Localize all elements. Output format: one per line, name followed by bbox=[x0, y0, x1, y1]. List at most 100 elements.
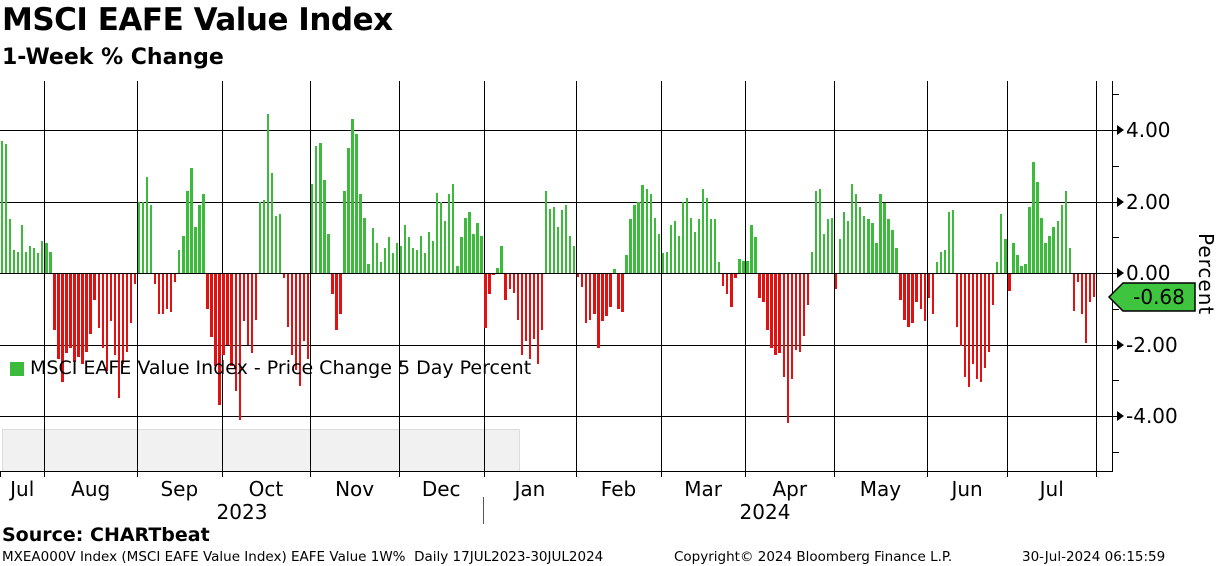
legend-label: MSCI EAFE Value Index - Price Change 5 D… bbox=[30, 357, 532, 379]
bar bbox=[572, 246, 576, 273]
bar bbox=[77, 273, 80, 357]
y-tick-arrow bbox=[1117, 268, 1124, 278]
bar bbox=[568, 235, 572, 273]
page-title: MSCI EAFE Value Index bbox=[2, 2, 393, 38]
h-gridline bbox=[0, 416, 1112, 417]
bar bbox=[210, 273, 213, 338]
bar bbox=[274, 215, 278, 273]
zero-line bbox=[0, 273, 1112, 274]
bar bbox=[786, 273, 789, 424]
bar bbox=[560, 210, 564, 273]
bar bbox=[625, 255, 628, 273]
bar bbox=[4, 144, 8, 273]
bar bbox=[311, 183, 314, 273]
bar bbox=[846, 221, 850, 273]
legend-swatch-green-square bbox=[10, 362, 24, 376]
bar bbox=[254, 273, 258, 320]
bar bbox=[597, 273, 600, 349]
x-axis-tick bbox=[137, 471, 138, 477]
x-axis-tick bbox=[1096, 471, 1097, 477]
footer-source: Source: CHARTbeat bbox=[2, 524, 210, 546]
x-axis-tick bbox=[0, 471, 1, 477]
bar bbox=[8, 219, 12, 273]
bar bbox=[762, 273, 765, 302]
bar bbox=[307, 273, 310, 359]
month-label: Apr bbox=[772, 477, 808, 501]
bar bbox=[69, 273, 72, 349]
bar bbox=[238, 273, 241, 420]
bar bbox=[371, 228, 374, 273]
bar bbox=[645, 189, 648, 273]
y-minor-tick bbox=[1112, 165, 1119, 167]
bar bbox=[1088, 273, 1092, 302]
bar bbox=[298, 273, 302, 386]
bar bbox=[331, 273, 334, 295]
bar bbox=[448, 194, 451, 273]
bar bbox=[661, 253, 664, 273]
bar bbox=[186, 190, 189, 273]
bar bbox=[0, 140, 4, 273]
bar bbox=[335, 273, 338, 331]
bar bbox=[1092, 273, 1096, 298]
bar bbox=[947, 212, 951, 273]
bar bbox=[303, 273, 306, 341]
bar bbox=[722, 273, 725, 286]
bar bbox=[444, 221, 447, 273]
x-axis-tick bbox=[926, 471, 928, 477]
bar bbox=[516, 273, 519, 320]
bar bbox=[266, 113, 270, 273]
bar bbox=[125, 273, 129, 352]
month-label: Nov bbox=[335, 477, 375, 501]
bar bbox=[290, 273, 294, 356]
bar bbox=[581, 273, 584, 288]
legend-box-background bbox=[2, 429, 520, 472]
bar bbox=[1068, 248, 1071, 273]
bar bbox=[319, 142, 322, 273]
bar bbox=[383, 248, 386, 273]
bar bbox=[544, 190, 548, 273]
bar bbox=[113, 273, 116, 356]
bar bbox=[161, 273, 165, 315]
bar bbox=[891, 230, 894, 273]
bar bbox=[363, 217, 366, 273]
x-axis-tick bbox=[834, 471, 836, 477]
bar bbox=[323, 180, 326, 273]
y-major-tick bbox=[1112, 201, 1118, 203]
bar bbox=[895, 248, 898, 273]
bar bbox=[222, 273, 225, 356]
bar bbox=[883, 203, 886, 273]
month-label: Feb bbox=[600, 477, 637, 501]
bar bbox=[97, 273, 100, 329]
bar bbox=[746, 260, 749, 273]
last-value-label: -0.68 bbox=[1133, 285, 1185, 310]
y-tick-arrow bbox=[1117, 411, 1124, 421]
bar bbox=[983, 273, 987, 368]
bar bbox=[979, 273, 983, 382]
bar bbox=[714, 219, 717, 273]
bar bbox=[1008, 273, 1011, 291]
bar bbox=[754, 237, 757, 274]
v-gridline bbox=[483, 81, 485, 471]
bar bbox=[552, 206, 556, 273]
bar bbox=[375, 242, 378, 273]
bar bbox=[1044, 242, 1047, 273]
year-separator-line bbox=[483, 497, 484, 524]
month-label: Sep bbox=[160, 477, 199, 501]
y-axis-title: Percent bbox=[1194, 233, 1218, 316]
bar bbox=[419, 235, 423, 273]
y-tick-label: 4.00 bbox=[1126, 118, 1171, 142]
bar bbox=[1048, 235, 1051, 273]
bar bbox=[709, 219, 713, 273]
x-axis-line bbox=[0, 471, 1113, 472]
bar bbox=[484, 273, 487, 329]
bar bbox=[242, 273, 245, 322]
bar bbox=[206, 273, 209, 309]
bar bbox=[734, 273, 737, 279]
bar bbox=[1060, 205, 1063, 273]
bar bbox=[540, 273, 544, 331]
x-axis-tick bbox=[483, 471, 485, 477]
v-gridline bbox=[834, 81, 836, 471]
bar bbox=[170, 273, 173, 313]
bar bbox=[1012, 242, 1015, 273]
plot-area bbox=[0, 81, 1112, 472]
